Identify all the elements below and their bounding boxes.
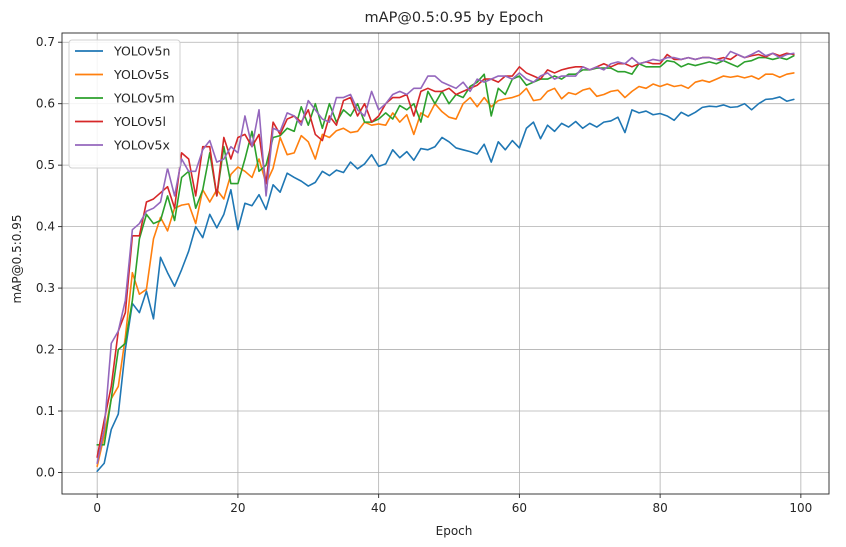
legend-box — [68, 39, 181, 169]
series-line-yolov5x — [96, 50, 795, 465]
y-tick-label: 0.6 — [36, 97, 55, 111]
chart-title: mAP@0.5:0.95 by Epoch — [365, 10, 544, 26]
x-tick-label: 20 — [230, 501, 245, 515]
y-axis-label: mAP@0.5:0.95 — [10, 215, 24, 304]
y-tick-label: 0.1 — [36, 404, 55, 418]
x-tick-label: 100 — [789, 501, 812, 515]
x-tick-label: 80 — [652, 501, 667, 515]
y-tick-label: 0.4 — [36, 220, 55, 234]
legend-label-yolov5m: YOLOv5m — [113, 91, 175, 106]
y-tick-label: 0.5 — [36, 158, 55, 172]
y-tick-label: 0.3 — [36, 281, 55, 295]
series-line-yolov5l — [96, 52, 795, 458]
y-axis-ticks: 0.0 0.1 0.2 0.3 0.4 0.5 0.6 0.7 — [36, 35, 62, 479]
legend-label-yolov5n: YOLOv5n — [113, 44, 170, 59]
series-lines — [96, 50, 795, 473]
x-tick-label: 40 — [371, 501, 386, 515]
legend-label-yolov5x: YOLOv5x — [113, 138, 170, 153]
legend: YOLOv5n YOLOv5s YOLOv5m YOLOv5l YOLOv5x — [68, 39, 181, 169]
x-tick-label: 60 — [512, 501, 527, 515]
series-line-yolov5n — [96, 96, 795, 473]
legend-label-yolov5s: YOLOv5s — [113, 67, 169, 82]
series-line-yolov5s — [96, 72, 795, 468]
plot-frame — [61, 32, 830, 495]
x-axis-label: Epoch — [436, 524, 473, 538]
x-axis-ticks: 0 20 40 60 80 100 — [93, 494, 812, 515]
y-tick-label: 0.2 — [36, 343, 55, 357]
legend-label-yolov5l: YOLOv5l — [113, 114, 166, 129]
x-tick-label: 0 — [93, 501, 101, 515]
y-tick-label: 0.0 — [36, 465, 55, 479]
y-tick-label: 0.7 — [36, 35, 55, 49]
